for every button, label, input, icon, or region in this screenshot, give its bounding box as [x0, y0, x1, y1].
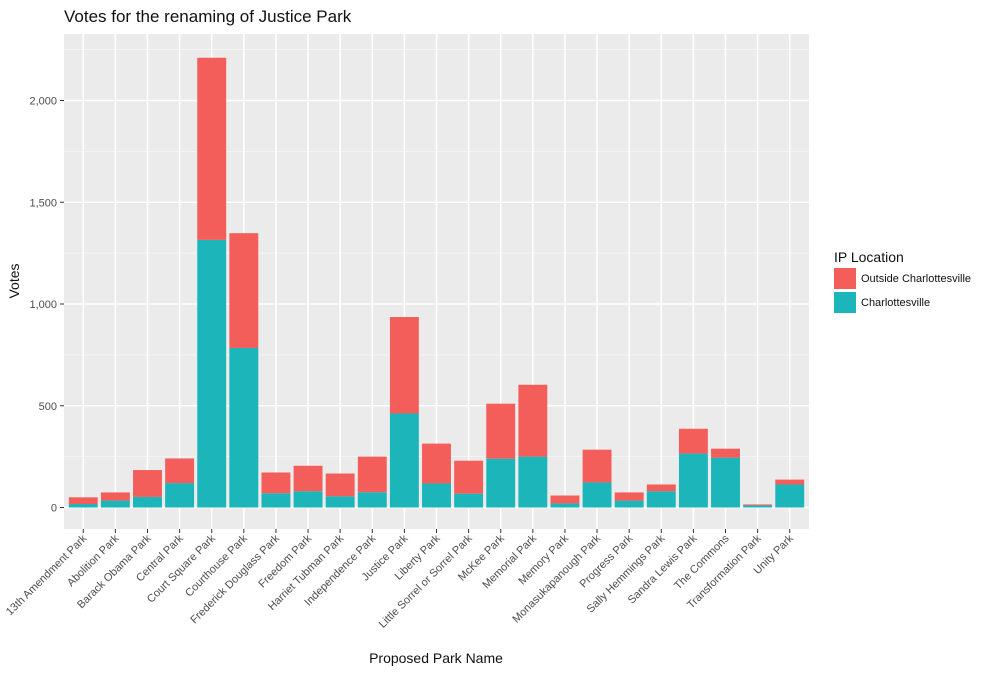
bar-charlottesville-memorial-park [518, 456, 548, 508]
bar-charlottesville-harriet-tubman-park [325, 496, 355, 508]
bar-outside-charlottesville-progress-park [614, 492, 644, 501]
bar-charlottesville-sally-hemmings-park [646, 491, 676, 508]
bar-charlottesville-transformation-park [743, 505, 773, 508]
legend-label-outside-charlottesville: Outside Charlottesville [861, 273, 971, 285]
bar-charlottesville-the-commons [711, 457, 740, 508]
bar-charlottesville-mckee-park [486, 458, 516, 508]
y-tick-label: 1,000 [29, 299, 57, 311]
chart-title: Votes for the renaming of Justice Park [64, 7, 352, 26]
bar-outside-charlottesville-courthouse-park [229, 233, 259, 348]
legend-label-charlottesville: Charlottesville [861, 297, 930, 309]
bar-outside-charlottesville-court-square-park [197, 57, 227, 240]
bar-charlottesville-barack-obama-park [133, 496, 162, 508]
legend-key-charlottesville [834, 292, 856, 313]
y-axis: 0 500 1,000 1,500 2,000 [29, 96, 64, 515]
legend-key-outside-charlottesville [834, 268, 856, 289]
bar-charlottesville-frederick-douglass-park [261, 493, 291, 508]
y-tick-label: 1,500 [29, 197, 57, 209]
bar-charlottesville-central-park [165, 483, 195, 508]
x-axis-title: Proposed Park Name [369, 650, 503, 666]
bar-outside-charlottesville-little-sorrel-or-sorrel-park [454, 460, 484, 494]
y-axis-title: Votes [6, 263, 22, 298]
bar-outside-charlottesville-abolition-park [100, 492, 130, 501]
bar-charlottesville-liberty-park [422, 483, 451, 508]
bar-charlottesville-little-sorrel-or-sorrel-park [454, 493, 484, 508]
bars [68, 57, 805, 508]
bar-outside-charlottesville-memory-park [550, 495, 580, 504]
bar-charlottesville-monasukapanough-park [582, 482, 612, 508]
bar-outside-charlottesville-memorial-park [518, 384, 548, 457]
y-tick-label: 500 [39, 401, 57, 413]
bar-outside-charlottesville-central-park [165, 458, 195, 484]
bar-charlottesville-abolition-park [100, 500, 130, 508]
bar-outside-charlottesville-transformation-park [743, 504, 773, 506]
bar-outside-charlottesville-freedom-park [293, 465, 323, 492]
y-tick-label: 0 [51, 503, 57, 515]
bar-charlottesville-court-square-park [197, 239, 227, 508]
bar-outside-charlottesville-13th-amendment-park [68, 497, 98, 505]
bar-charlottesville-sandra-lewis-park [678, 453, 708, 508]
bar-charlottesville-freedom-park [293, 491, 323, 508]
y-tick-label: 2,000 [29, 96, 57, 108]
bar-outside-charlottesville-mckee-park [486, 403, 516, 459]
bar-outside-charlottesville-the-commons [711, 448, 740, 458]
bar-charlottesville-justice-park [389, 413, 419, 508]
bar-charlottesville-memory-park [550, 503, 580, 508]
legend: IP Location Outside Charlottesville Char… [834, 249, 971, 313]
bar-outside-charlottesville-liberty-park [422, 443, 451, 484]
bar-outside-charlottesville-harriet-tubman-park [325, 473, 355, 497]
bar-charlottesville-13th-amendment-park [68, 504, 98, 508]
bar-outside-charlottesville-sally-hemmings-park [646, 484, 676, 492]
bar-outside-charlottesville-independence-park [357, 456, 387, 493]
bar-outside-charlottesville-frederick-douglass-park [261, 472, 291, 494]
legend-title: IP Location [834, 249, 904, 265]
bar-charlottesville-courthouse-park [229, 347, 259, 508]
bar-outside-charlottesville-monasukapanough-park [582, 449, 612, 483]
bar-charlottesville-independence-park [357, 492, 387, 508]
bar-outside-charlottesville-sandra-lewis-park [678, 428, 708, 454]
bar-charlottesville-progress-park [614, 500, 644, 508]
bar-charlottesville-unity-park [775, 484, 805, 508]
bar-outside-charlottesville-unity-park [775, 479, 805, 485]
bar-outside-charlottesville-justice-park [389, 317, 419, 414]
bar-outside-charlottesville-barack-obama-park [133, 470, 162, 497]
